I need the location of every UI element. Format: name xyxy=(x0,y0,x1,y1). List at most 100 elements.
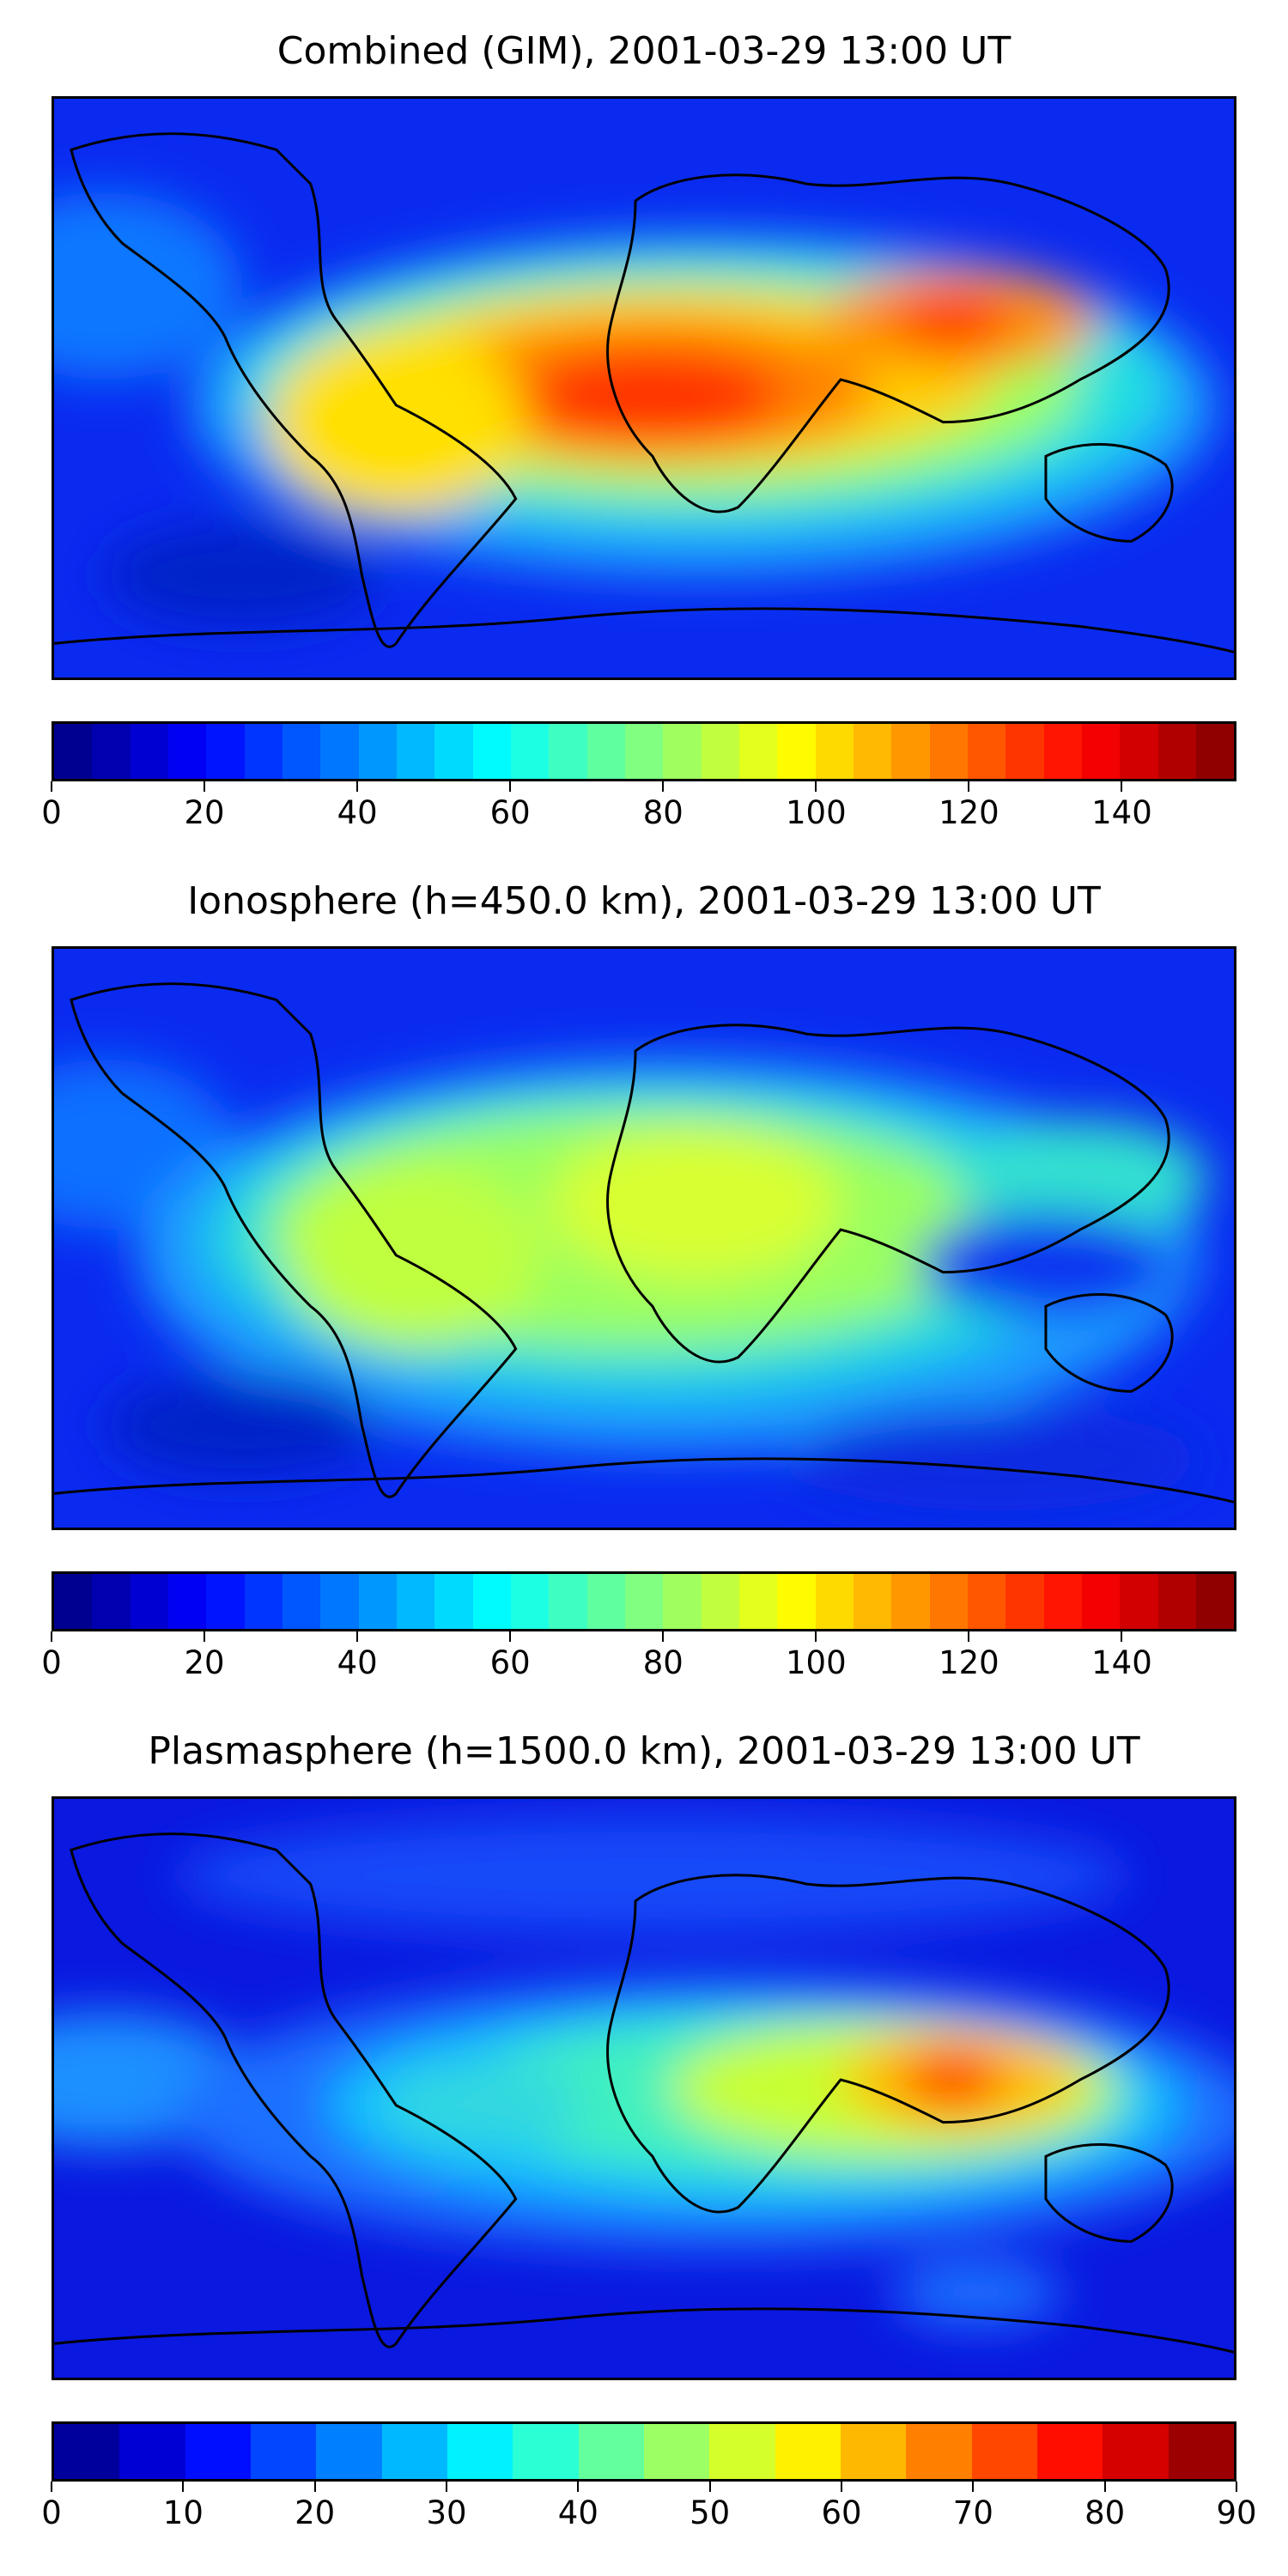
colorbar-level xyxy=(906,2424,972,2479)
colorbar-level xyxy=(130,724,168,779)
coastlines xyxy=(54,1832,1234,2354)
colorbar-tick-label: 30 xyxy=(426,2494,467,2531)
colorbar-level xyxy=(1043,1574,1082,1629)
colorbar-level xyxy=(967,724,1006,779)
colorbar-level xyxy=(472,724,511,779)
colorbar-tick xyxy=(1103,2482,1106,2492)
colorbar-tick-label: 40 xyxy=(557,2494,598,2531)
colorbar-level xyxy=(701,1574,739,1629)
colorbar-level xyxy=(185,2424,251,2479)
colorbar-level xyxy=(54,1574,93,1629)
colorbar-tick xyxy=(509,1631,512,1642)
map-combined xyxy=(52,96,1236,680)
colorbar-ionosphere xyxy=(52,1571,1236,1631)
colorbar-level xyxy=(891,1574,930,1629)
colorbar-tick-label: 20 xyxy=(184,1644,225,1681)
colorbar-level xyxy=(510,1574,550,1629)
colorbar-level xyxy=(119,2424,185,2479)
colorbar-tick xyxy=(204,1631,206,1642)
colorbar-level xyxy=(1005,1574,1044,1629)
colorbar-tick xyxy=(51,2482,52,2492)
colorbar-level xyxy=(244,724,283,779)
colorbar-tick xyxy=(815,1631,817,1642)
panel-title-plasmasphere: Plasmasphere (h=1500.0 km), 2001-03-29 1… xyxy=(148,1729,1140,1773)
colorbar-level xyxy=(316,2424,382,2479)
panel-title-ionosphere: Ionosphere (h=450.0 km), 2001-03-29 13:0… xyxy=(187,879,1101,923)
colorbar-tick xyxy=(446,2482,447,2492)
colorbar-tick xyxy=(356,1631,359,1642)
colorbar-tick xyxy=(841,2482,842,2492)
colorbar-level xyxy=(1157,1574,1196,1629)
colorbar-level xyxy=(1120,1574,1158,1629)
colorbar-level xyxy=(624,1574,664,1629)
colorbar-level xyxy=(250,2424,317,2479)
colorbar-tick-label: 50 xyxy=(690,2494,731,2531)
colorbar-tick-label: 60 xyxy=(489,794,531,831)
colorbar-tick xyxy=(815,781,817,792)
colorbar-level xyxy=(701,724,739,779)
colorbar-level xyxy=(1081,1574,1121,1629)
colorbar-tick xyxy=(356,781,359,792)
colorbar-level xyxy=(643,2424,710,2479)
colorbar-level xyxy=(738,1574,778,1629)
colorbar-level xyxy=(358,724,397,779)
colorbar-level xyxy=(320,1574,359,1629)
colorbar-tick-label: 80 xyxy=(642,1644,683,1681)
colorbar-combined xyxy=(52,721,1236,781)
colorbar-level xyxy=(738,724,778,779)
colorbar-tick-label: 10 xyxy=(162,2494,204,2531)
colorbar-level xyxy=(92,724,131,779)
colorbar-level xyxy=(624,724,664,779)
colorbar-level xyxy=(777,1574,816,1629)
colorbar-level xyxy=(513,2424,579,2479)
colorbar-tick-label: 120 xyxy=(939,1644,999,1681)
colorbar-tick-label: 100 xyxy=(786,1644,847,1681)
colorbar-tick-label: 0 xyxy=(41,1644,62,1681)
colorbar-tick xyxy=(1236,2482,1237,2492)
colorbar-tick xyxy=(972,2482,975,2492)
colorbar-level xyxy=(1195,1574,1235,1629)
colorbar-tick xyxy=(509,781,512,792)
colorbar-tick xyxy=(968,1631,970,1642)
colorbar-level xyxy=(472,1574,511,1629)
colorbar-tick-label: 40 xyxy=(337,1644,378,1681)
colorbar-level xyxy=(206,724,245,779)
colorbar-level xyxy=(206,1574,245,1629)
colorbar-ticks-ionosphere: 0 20 40 60 80 100 120 140 xyxy=(41,1631,1236,1683)
colorbar-level xyxy=(167,1574,207,1629)
colorbar-level xyxy=(167,724,207,779)
map-plot-ionosphere xyxy=(54,949,1234,1528)
colorbar-tick-label: 140 xyxy=(1091,1644,1152,1681)
colorbar-level xyxy=(891,724,930,779)
colorbar-level xyxy=(971,2424,1037,2479)
colorbar-tick xyxy=(204,781,206,792)
colorbar-level xyxy=(447,2424,513,2479)
colorbar-level xyxy=(130,1574,168,1629)
colorbar-level xyxy=(929,1574,968,1629)
colorbar-tick-label: 80 xyxy=(642,794,683,831)
colorbar-level xyxy=(549,1574,587,1629)
colorbar-tick xyxy=(577,2482,580,2492)
colorbar-tick-label: 60 xyxy=(821,2494,862,2531)
colorbar-level xyxy=(549,724,587,779)
colorbar-level xyxy=(54,2424,120,2479)
colorbar-tick-label: 20 xyxy=(295,2494,336,2531)
colorbar-tick xyxy=(51,1631,52,1642)
colorbar-level xyxy=(396,724,435,779)
colorbar-tick-label: 40 xyxy=(337,794,378,831)
colorbar-tick xyxy=(51,781,52,792)
colorbar-tick xyxy=(662,781,665,792)
colorbar-level xyxy=(853,1574,892,1629)
coastlines xyxy=(54,982,1234,1504)
colorbar-tick-label: 120 xyxy=(939,794,999,831)
colorbar-plasmasphere xyxy=(52,2421,1236,2482)
colorbar-level xyxy=(815,724,854,779)
colorbar-tick xyxy=(708,2482,711,2492)
colorbar-level xyxy=(1103,2424,1169,2479)
colorbar-tick-label: 70 xyxy=(952,2494,993,2531)
colorbar-level xyxy=(1195,724,1235,779)
map-plot-plasmasphere xyxy=(54,1799,1234,2378)
map-plot-combined xyxy=(54,99,1234,677)
colorbar-level xyxy=(586,724,625,779)
colorbar-level xyxy=(358,1574,397,1629)
